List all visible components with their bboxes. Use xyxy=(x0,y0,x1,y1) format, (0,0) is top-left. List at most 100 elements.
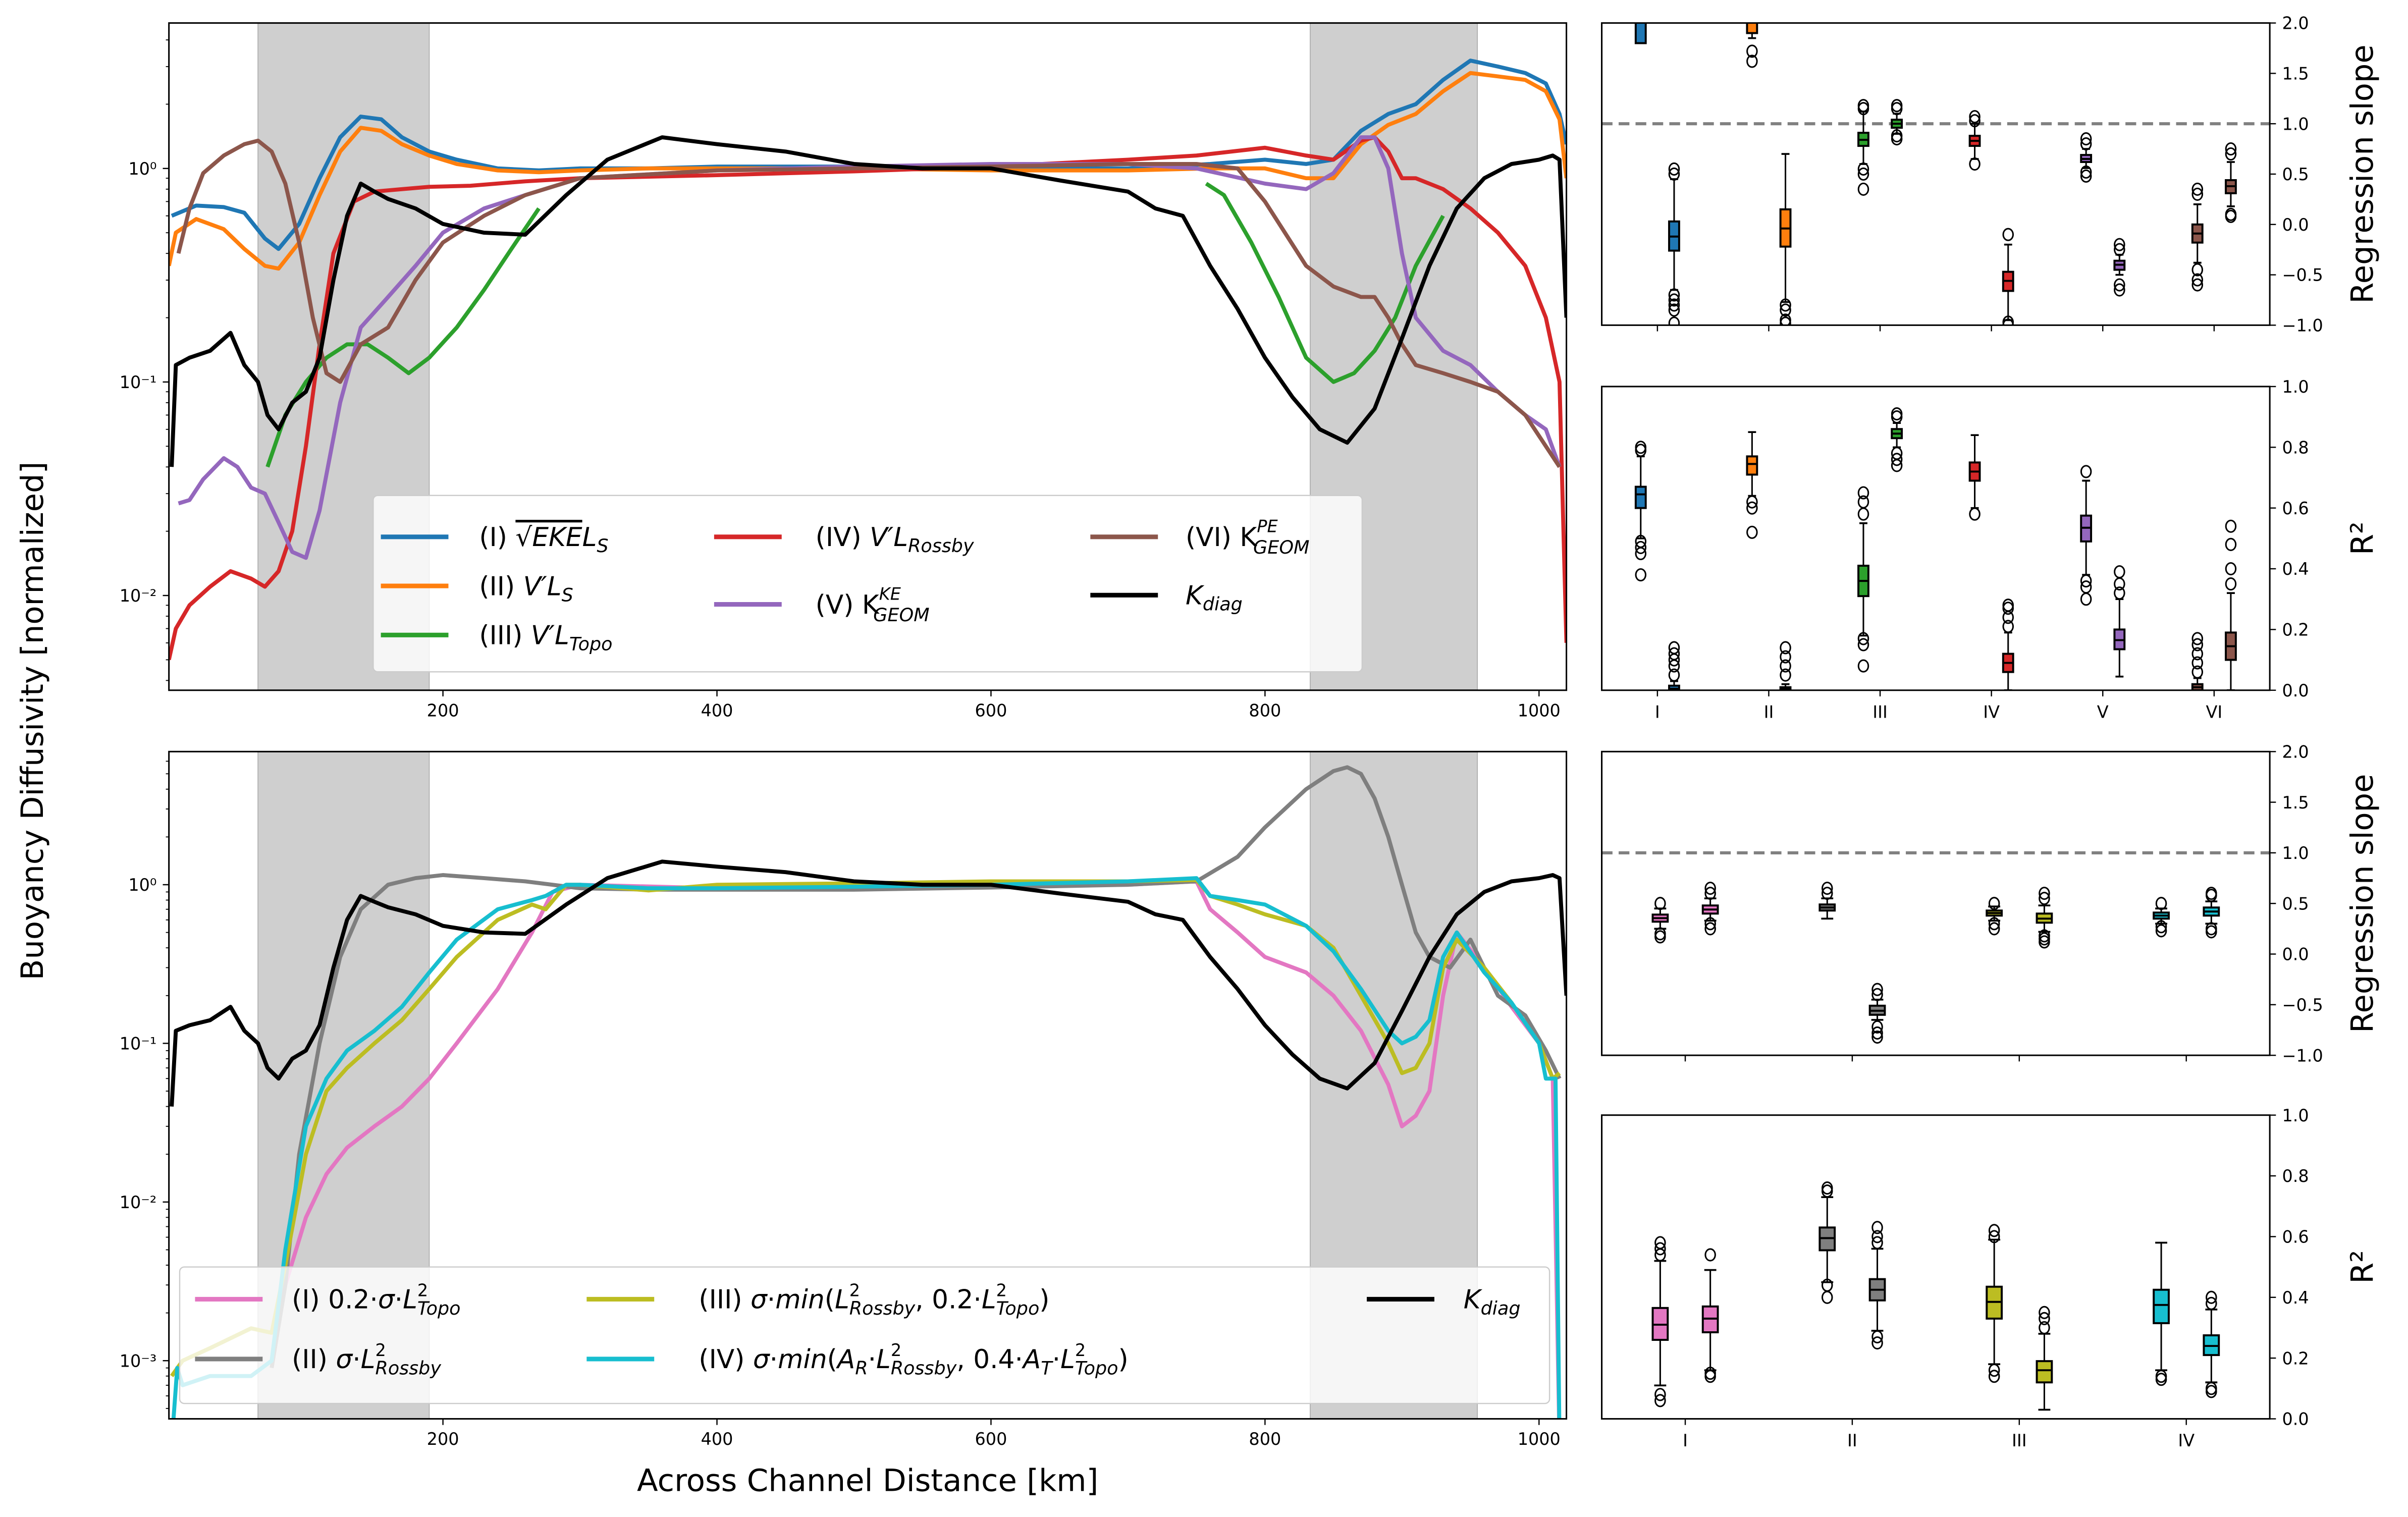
box-I-b xyxy=(1668,641,1680,690)
flier xyxy=(2191,187,2204,201)
box-III-a xyxy=(1857,486,1869,673)
axes-frame xyxy=(168,22,1568,691)
flier xyxy=(1668,641,1680,655)
flier xyxy=(2191,182,2204,196)
flier xyxy=(1988,1230,2000,1243)
y-tick-label: 0.2 xyxy=(2282,1348,2309,1368)
series-line-3 xyxy=(169,135,1567,661)
legend-label: Kdiag xyxy=(1464,1285,1521,1319)
box-I-a xyxy=(1634,23,1647,44)
y-tick-label: 1.0 xyxy=(2282,1106,2309,1125)
flier xyxy=(1871,1030,1883,1044)
x-tick-label: I xyxy=(1683,1431,1688,1450)
box-body xyxy=(1746,23,1758,34)
flier xyxy=(1857,659,1869,673)
flier xyxy=(1871,1221,1883,1234)
box-V-b xyxy=(2113,238,2126,297)
box-IV-a xyxy=(2153,1241,2170,1386)
flier xyxy=(2225,209,2237,223)
flier xyxy=(2114,283,2125,297)
box-VI-a xyxy=(2191,632,2204,690)
legend-entry-kdiag: Kdiag xyxy=(1090,581,1243,615)
flier xyxy=(1704,887,1716,900)
box-VI-a xyxy=(2191,182,2204,292)
flier xyxy=(1780,298,1791,312)
y-tick-label: 0.4 xyxy=(2282,1288,2309,1308)
flier xyxy=(1668,647,1680,661)
flier xyxy=(2114,243,2125,256)
series-line-4 xyxy=(170,859,1567,1107)
flier xyxy=(2191,263,2204,277)
flier xyxy=(1635,568,1647,582)
flier xyxy=(2225,519,2237,533)
y-tick-label: 10⁻² xyxy=(120,586,157,606)
shared-xlabel: Across Channel Distance [km] xyxy=(637,1463,1098,1498)
flier xyxy=(2039,1306,2050,1319)
flier xyxy=(2206,1290,2217,1304)
y-tick-label: 0.8 xyxy=(2282,438,2309,457)
flier xyxy=(1668,162,1680,176)
flier xyxy=(1635,441,1647,454)
flier xyxy=(1871,1020,1883,1034)
box-III-a xyxy=(1986,1224,2003,1383)
flier xyxy=(2080,132,2092,146)
flier xyxy=(1857,486,1869,500)
x-tick-label: 600 xyxy=(975,1429,1007,1449)
flier xyxy=(1871,988,1883,1001)
legend-entry-II: (II) σ·L2 Rossby xyxy=(195,1340,441,1379)
box-IV-b xyxy=(2203,887,2220,939)
series-line-6 xyxy=(170,135,1567,467)
shared-ylabel: Buoyancy Diffusivity [normalized] xyxy=(15,462,50,981)
x-tick-label: 200 xyxy=(427,1429,459,1449)
flier xyxy=(2191,632,2204,645)
box-II-a xyxy=(1818,1181,1836,1304)
legend-frame xyxy=(372,495,1363,673)
y-tick-label: 0.6 xyxy=(2282,499,2309,518)
flier xyxy=(2080,169,2092,183)
x-tick-label: 400 xyxy=(701,1429,733,1449)
y-tick-label: 1.5 xyxy=(2282,64,2309,84)
flier xyxy=(1635,547,1647,561)
flier xyxy=(1891,129,1903,143)
x-tick-label: 600 xyxy=(975,700,1007,720)
y-axis-label: R² xyxy=(2345,522,2380,556)
flier xyxy=(1654,930,1666,944)
box-II-b xyxy=(1868,1221,1886,1350)
flier xyxy=(2080,137,2092,151)
flier xyxy=(2191,638,2204,652)
flier xyxy=(1668,167,1680,181)
box-III-b xyxy=(1891,99,1903,146)
y-tick-label: 0.0 xyxy=(2282,1410,2309,1429)
boxes xyxy=(1601,851,2270,1044)
flier xyxy=(1668,288,1680,302)
series-line-5 xyxy=(176,138,1562,468)
series-line-1 xyxy=(270,765,1562,1369)
flier xyxy=(1871,1230,1883,1243)
box-II-b xyxy=(1779,153,1792,326)
box-body xyxy=(1746,455,1758,476)
box-body xyxy=(1634,485,1647,509)
flier xyxy=(2114,586,2125,600)
flier xyxy=(1654,897,1666,910)
y-tick-label: 10⁻³ xyxy=(120,1351,157,1371)
boxes xyxy=(1651,1181,2220,1411)
series-line-2 xyxy=(265,207,541,468)
series-lines xyxy=(170,765,1567,1419)
flier xyxy=(2155,1373,2167,1386)
y-tick-label: 10⁻² xyxy=(120,1193,157,1212)
flier xyxy=(1969,507,1981,521)
flier xyxy=(1704,1370,1716,1383)
flier xyxy=(1668,316,1680,326)
x-tick-label: II xyxy=(1764,702,1774,722)
y-tick-label: 0.5 xyxy=(2282,165,2309,184)
box-III-b xyxy=(2036,1306,2053,1411)
flier xyxy=(1871,1330,1883,1344)
y-tick-label: −1.0 xyxy=(2282,316,2323,336)
flier xyxy=(2191,278,2204,292)
y-tick-label: 10⁰ xyxy=(128,875,156,895)
x-tick-label: 800 xyxy=(1249,1429,1281,1449)
flier xyxy=(1891,459,1903,472)
flier xyxy=(1871,1336,1883,1350)
box-V-b xyxy=(2113,565,2126,678)
box-III-a xyxy=(1986,897,2003,936)
